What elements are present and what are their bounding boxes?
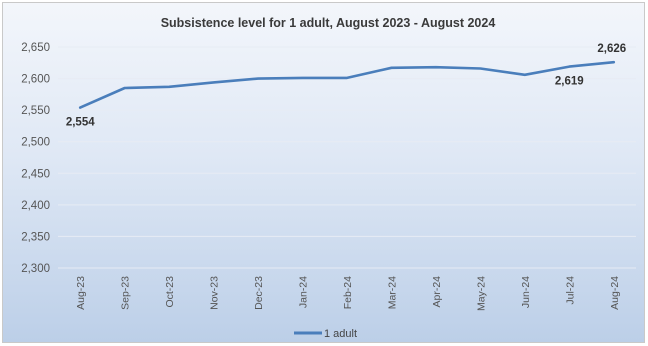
- y-tick-label: 2,600: [21, 74, 50, 86]
- series-line: [78, 60, 616, 109]
- y-tick-label: 2,550: [21, 105, 50, 117]
- x-tick-label: Jul-24: [564, 276, 576, 305]
- grid-layer: [58, 46, 636, 269]
- x-tick-label: Feb-24: [342, 276, 354, 309]
- x-tick-label: Aug-24: [609, 276, 621, 310]
- chart-title: Subsistence level for 1 adult, August 20…: [161, 16, 496, 30]
- y-tick-label: 2,450: [21, 168, 50, 180]
- x-tick-label: Nov-23: [209, 276, 221, 310]
- y-axis-ticks: 2,300 2,350 2,400 2,450 2,500 2,550 2,600 2,650: [21, 42, 50, 275]
- y-tick-label: 2,400: [21, 200, 50, 212]
- y-tick-label: 2,350: [21, 231, 50, 243]
- x-tick-label: Apr-24: [431, 276, 443, 308]
- x-tick-label: Jun-24: [520, 276, 532, 308]
- data-label: 2,554: [66, 117, 95, 129]
- x-tick-label: Mar-24: [386, 276, 398, 309]
- x-tick-label: Oct-23: [164, 276, 176, 308]
- legend-label: 1 adult: [324, 328, 357, 340]
- legend: 1 adult: [294, 328, 357, 340]
- y-tick-label: 2,650: [21, 42, 50, 54]
- series-layer: [78, 60, 616, 109]
- x-tick-label: Aug-23: [75, 276, 87, 310]
- x-tick-label: Dec-23: [253, 276, 265, 310]
- data-label: 2,626: [597, 43, 626, 55]
- data-label: 2,619: [555, 76, 584, 88]
- x-tick-label: May-24: [475, 276, 487, 311]
- y-tick-label: 2,300: [21, 263, 50, 275]
- y-tick-label: 2,500: [21, 137, 50, 149]
- data-labels: 2,554 2,619 2,626: [66, 43, 626, 128]
- chart-frame: [2, 2, 645, 343]
- x-tick-label: Sep-23: [120, 276, 132, 310]
- x-axis-ticks: Aug-23 Sep-23 Oct-23 Nov-23 Dec-23 Jan-24 Feb-…: [75, 276, 621, 311]
- x-tick-label: Jan-24: [298, 276, 310, 308]
